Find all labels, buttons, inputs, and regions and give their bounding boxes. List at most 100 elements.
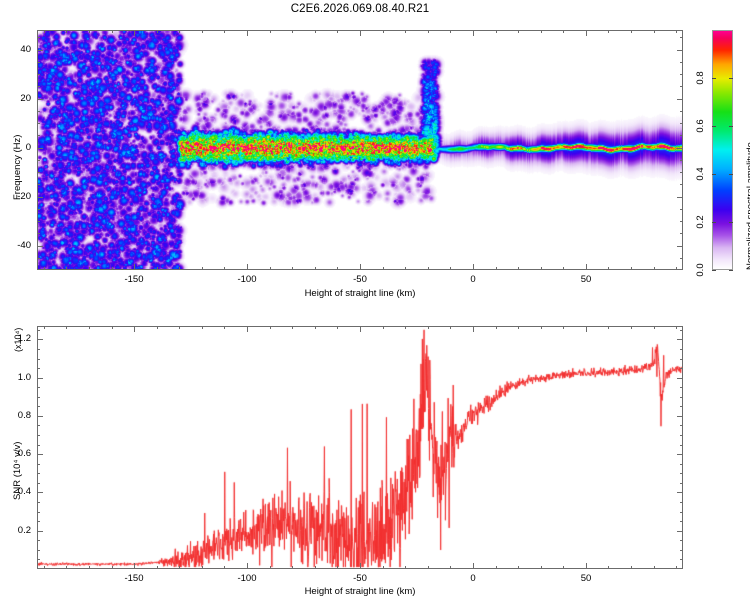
y-tick-major	[37, 50, 43, 51]
x-tick-minor-top	[89, 326, 90, 329]
y-tick-minor	[37, 387, 40, 388]
colorbar-tick-right	[729, 222, 733, 223]
x-tick-minor	[496, 267, 497, 270]
y-tick-minor-right	[680, 368, 683, 369]
x-tick-minor	[563, 566, 564, 569]
y-tick-major	[37, 246, 43, 247]
colorbar-tick	[712, 126, 716, 127]
x-tick-label: -150	[124, 573, 144, 584]
y-tick-minor	[37, 62, 40, 63]
y-tick-minor	[37, 550, 40, 551]
x-tick-minor-top	[608, 30, 609, 33]
x-tick-minor	[112, 566, 113, 569]
y-tick-major-right	[677, 492, 683, 493]
x-tick-minor-top	[179, 326, 180, 329]
x-tick-minor-top	[202, 30, 203, 33]
x-tick-minor	[270, 267, 271, 270]
x-tick-minor	[202, 267, 203, 270]
y-tick-minor	[37, 209, 40, 210]
y-tick-minor-right	[680, 330, 683, 331]
x-tick-major-top	[473, 326, 474, 332]
y-tick-minor-right	[680, 86, 683, 87]
y-tick-label: 40	[20, 44, 31, 55]
x-tick-minor-top	[450, 326, 451, 329]
colorbar-tick-right	[729, 78, 733, 79]
y-tick-minor	[37, 483, 40, 484]
y-tick-minor-right	[680, 37, 683, 38]
y-tick-major-right	[677, 148, 683, 149]
x-tick-minor-top	[66, 30, 67, 33]
colorbar-tick	[712, 174, 716, 175]
y-tick-minor	[37, 123, 40, 124]
x-tick-minor-top	[202, 326, 203, 329]
x-tick-label: -50	[353, 573, 367, 584]
colorbar-tick-label: 0.6	[695, 119, 706, 133]
y-tick-minor	[37, 540, 40, 541]
y-tick-minor-right	[680, 512, 683, 513]
x-tick-minor	[89, 267, 90, 270]
x-tick-label: -100	[237, 573, 257, 584]
y-tick-major-right	[677, 378, 683, 379]
x-tick-minor	[337, 267, 338, 270]
y-tick-label: -20	[17, 191, 31, 202]
y-tick-minor-right	[680, 435, 683, 436]
x-tick-minor	[450, 267, 451, 270]
y-tick-minor-right	[680, 111, 683, 112]
y-tick-label: 0	[25, 142, 31, 153]
y-tick-minor-right	[680, 425, 683, 426]
y-tick-minor	[37, 233, 40, 234]
y-tick-minor	[37, 86, 40, 87]
x-tick-minor-top	[518, 326, 519, 329]
x-tick-minor-top	[518, 30, 519, 33]
x-tick-major	[134, 563, 135, 569]
x-tick-minor-top	[631, 326, 632, 329]
x-tick-major-top	[586, 30, 587, 36]
x-tick-minor-top	[496, 30, 497, 33]
y-tick-minor	[37, 160, 40, 161]
snr-y-axis-label: SNR (10⁴ v/v)	[12, 441, 23, 500]
x-tick-minor	[157, 566, 158, 569]
x-tick-minor-top	[563, 30, 564, 33]
y-tick-major	[37, 531, 43, 532]
x-tick-minor-top	[405, 326, 406, 329]
x-tick-minor-top	[450, 30, 451, 33]
y-tick-minor-right	[680, 349, 683, 350]
x-tick-minor-top	[44, 326, 45, 329]
y-tick-minor-right	[680, 540, 683, 541]
x-tick-minor	[518, 267, 519, 270]
x-tick-minor-top	[541, 30, 542, 33]
y-tick-minor-right	[680, 209, 683, 210]
y-tick-label: 1.0	[17, 372, 31, 383]
colorbar-tick-right	[729, 174, 733, 175]
y-tick-minor-right	[680, 74, 683, 75]
y-tick-minor-right	[680, 160, 683, 161]
snr-x-axis-label: Height of straight line (km)	[304, 586, 416, 597]
x-tick-minor	[405, 566, 406, 569]
y-tick-minor-right	[680, 406, 683, 407]
x-tick-minor-top	[292, 30, 293, 33]
y-tick-minor	[37, 435, 40, 436]
x-tick-minor-top	[270, 30, 271, 33]
x-tick-minor-top	[631, 30, 632, 33]
y-tick-major-right	[677, 339, 683, 340]
x-tick-minor	[654, 566, 655, 569]
y-tick-minor	[37, 172, 40, 173]
colorbar-tick-label: 0.4	[695, 167, 706, 181]
y-tick-label: 0.8	[17, 410, 31, 421]
y-tick-minor	[37, 184, 40, 185]
colorbar-label: Normalized spectral amplitude	[745, 142, 750, 270]
snr-y-multiplier-label: (x10⁴)	[13, 327, 23, 352]
x-tick-major-top	[247, 326, 248, 332]
colorbar-tick-label: 0.2	[695, 215, 706, 229]
x-tick-minor	[631, 267, 632, 270]
x-tick-major	[247, 264, 248, 270]
y-tick-major	[37, 99, 43, 100]
x-tick-minor-top	[315, 30, 316, 33]
y-tick-minor-right	[680, 258, 683, 259]
x-tick-minor	[112, 267, 113, 270]
x-tick-label: 0	[470, 274, 476, 285]
y-tick-minor	[37, 359, 40, 360]
x-tick-minor	[224, 566, 225, 569]
x-tick-major-top	[360, 326, 361, 332]
